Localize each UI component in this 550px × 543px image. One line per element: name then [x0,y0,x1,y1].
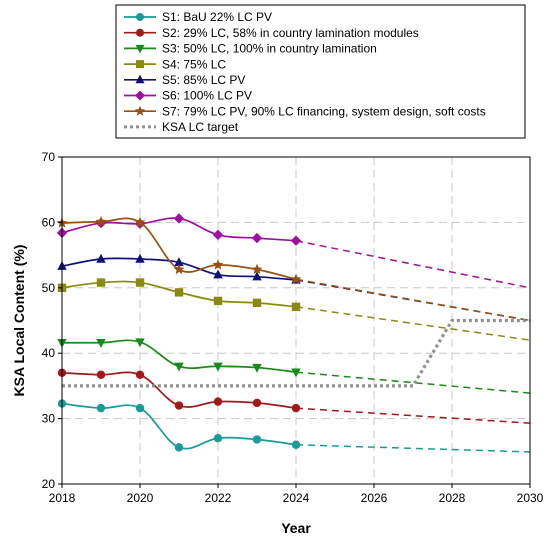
data-point [135,90,145,101]
data-point [173,263,185,275]
data-point [135,44,145,54]
y-tick-label: 30 [42,412,56,426]
data-point [96,339,106,348]
data-point [174,257,184,266]
legend-box [115,4,526,139]
legend-item: S6: 100% LC PV [124,89,252,103]
data-point [96,253,106,263]
data-point [251,232,263,244]
legend-label: S5: 85% LC PV [162,73,245,87]
legend-item: S3: 50% LC, 100% in country lamination [124,42,377,56]
series-layer [56,213,531,453]
series-7 [56,216,531,322]
data-point [213,434,223,443]
data-point [291,302,301,311]
projection-line [295,444,531,453]
y-tick-label: 70 [42,150,56,164]
legend-label: S6: 100% LC PV [162,89,252,103]
data-point [96,278,106,287]
data-point [290,235,302,246]
data-point [252,398,262,408]
legend-item: KSA LC target [124,120,239,134]
series-2 [57,368,531,424]
legend-label: S4: 75% LC [162,57,226,71]
y-tick-label: 60 [42,215,56,229]
legend-label: S1: BaU 22% LC PV [162,10,272,24]
legend-label: S7: 79% LC PV, 90% LC financing, system … [162,104,486,118]
data-point [291,403,301,413]
data-point [135,403,145,413]
data-point [173,213,185,224]
x-tick-label: 2024 [283,491,310,505]
data-point [212,259,224,270]
projection-line [295,306,531,341]
legend-item: S4: 75% LC [124,57,226,71]
data-point [174,362,184,372]
data-point [136,28,144,37]
data-point [135,338,145,348]
legend-label: S3: 50% LC, 100% in country lamination [162,42,377,56]
data-point [135,370,145,379]
projection-line [295,371,531,394]
data-point [213,397,223,406]
data-point [252,435,262,444]
projection-line [295,278,531,322]
data-point [96,403,106,413]
data-point [291,440,301,449]
data-point [174,288,184,297]
y-tick-label: 50 [42,281,56,295]
data-point [136,60,144,69]
y-tick-label: 40 [42,346,56,360]
series-8 [62,318,530,388]
data-point [252,271,262,281]
data-point [134,105,146,116]
projection-line [295,239,531,289]
data-point [213,362,223,372]
x-tick-label: 2030 [517,491,544,505]
series-1 [57,399,531,453]
projection-line [295,407,531,424]
data-point [135,74,145,84]
data-point [96,370,106,379]
target-line [62,318,530,388]
data-point [213,269,223,279]
x-axis-title: Year [281,520,311,536]
data-point [252,363,262,373]
x-tick-label: 2018 [49,491,76,505]
legend-item: S7: 79% LC PV, 90% LC financing, system … [124,104,486,118]
y-tick-label: 20 [42,477,56,491]
data-point [95,216,107,227]
data-point [251,263,263,275]
data-point [213,296,223,306]
y-axis-title: KSA Local Content (%) [11,245,27,397]
data-point [136,13,144,21]
x-tick-label: 2022 [205,491,232,505]
legend-item: S1: BaU 22% LC PV [124,10,272,24]
data-point [252,298,262,308]
legend-label: S2: 29% LC, 58% in country lamination mo… [162,26,419,40]
legend-item: S5: 85% LC PV [124,73,245,87]
x-tick-label: 2020 [127,491,154,505]
x-tick-label: 2026 [361,491,388,505]
x-tick-label: 2028 [439,491,466,505]
data-point [290,273,302,284]
data-point [212,229,224,241]
data-point [174,401,184,410]
legend-item: S2: 29% LC, 58% in country lamination mo… [124,26,419,40]
data-point [291,368,301,378]
data-point [134,216,146,228]
data-point [135,253,145,263]
data-point [135,278,145,287]
legend-label: KSA LC target [162,120,239,134]
legend: S1: BaU 22% LC PV S2: 29% LC, 58% in coun… [115,4,526,139]
data-point [174,443,184,452]
